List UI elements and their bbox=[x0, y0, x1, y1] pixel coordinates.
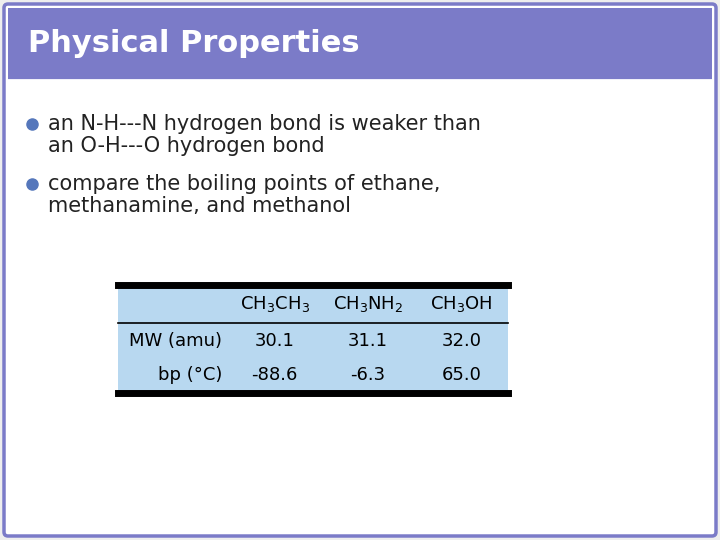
Text: -88.6: -88.6 bbox=[251, 367, 298, 384]
FancyBboxPatch shape bbox=[4, 4, 716, 536]
Text: CH$_3$CH$_3$: CH$_3$CH$_3$ bbox=[240, 294, 310, 314]
Bar bbox=[118, 285, 508, 393]
Text: MW (amu): MW (amu) bbox=[129, 332, 222, 349]
Text: 32.0: 32.0 bbox=[441, 332, 482, 349]
Text: methanamine, and methanol: methanamine, and methanol bbox=[48, 196, 351, 216]
Text: bp (°C): bp (°C) bbox=[158, 367, 222, 384]
Text: 65.0: 65.0 bbox=[441, 367, 481, 384]
FancyBboxPatch shape bbox=[8, 8, 712, 80]
Text: -6.3: -6.3 bbox=[351, 367, 386, 384]
Text: Physical Properties: Physical Properties bbox=[28, 30, 359, 58]
Bar bbox=[8, 8, 712, 80]
Text: CH$_3$OH: CH$_3$OH bbox=[430, 294, 492, 314]
Text: compare the boiling points of ethane,: compare the boiling points of ethane, bbox=[48, 174, 441, 194]
Text: an N-H---N hydrogen bond is weaker than: an N-H---N hydrogen bond is weaker than bbox=[48, 114, 481, 134]
Text: CH$_3$NH$_2$: CH$_3$NH$_2$ bbox=[333, 294, 403, 314]
Text: 30.1: 30.1 bbox=[255, 332, 294, 349]
Text: an O-H---O hydrogen bond: an O-H---O hydrogen bond bbox=[48, 136, 325, 156]
Text: 31.1: 31.1 bbox=[348, 332, 388, 349]
